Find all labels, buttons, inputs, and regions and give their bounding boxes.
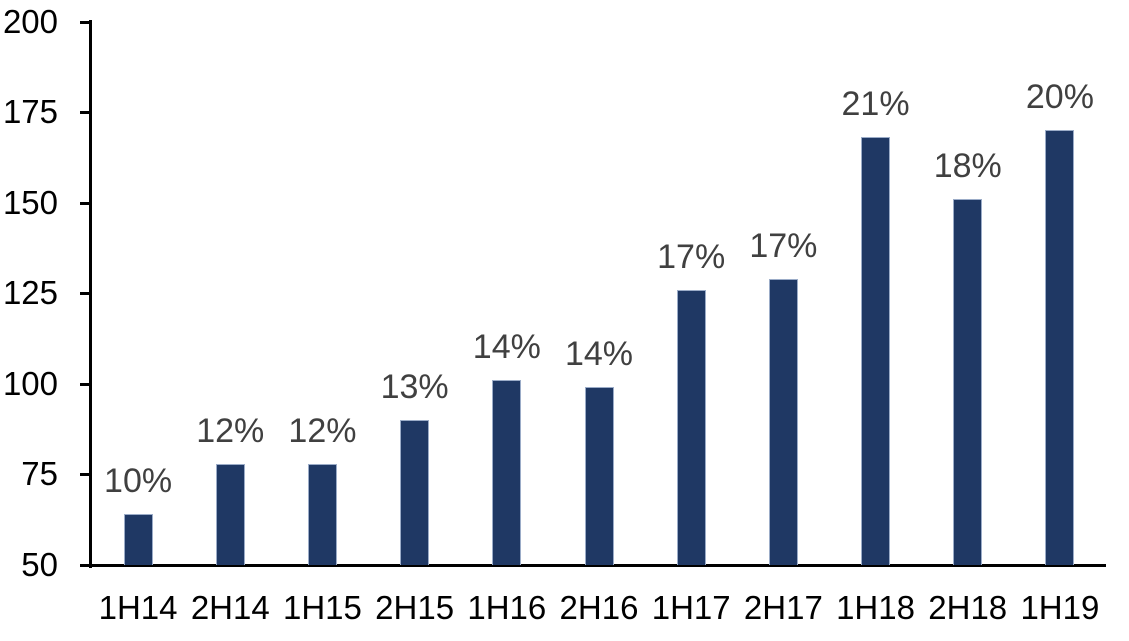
y-axis-tick-label: 125 <box>2 274 58 312</box>
bar <box>861 137 891 565</box>
y-axis-tick-label: 200 <box>2 2 58 40</box>
bar-data-label: 13% <box>380 368 449 407</box>
bar <box>584 387 614 565</box>
y-axis-tick <box>80 292 92 296</box>
bar-data-label: 20% <box>1025 78 1094 117</box>
y-axis-tick <box>80 473 92 477</box>
y-axis-tick-label: 175 <box>2 93 58 131</box>
bar <box>676 289 706 565</box>
bar-data-label: 17% <box>749 226 818 265</box>
bar <box>123 514 153 565</box>
y-axis-tick-label: 75 <box>21 455 58 493</box>
bar <box>492 380 522 565</box>
x-axis-category-label: 2H14 <box>190 589 270 626</box>
x-axis-category-label: 1H14 <box>98 589 178 626</box>
y-axis-tick-label: 100 <box>2 364 58 402</box>
x-axis-category-label: 1H19 <box>1020 589 1100 626</box>
y-axis-tick <box>80 564 92 567</box>
y-axis-tick-label: 150 <box>2 183 58 221</box>
x-axis-line <box>80 564 1106 567</box>
bar <box>1045 130 1075 565</box>
y-axis-tick-label: 50 <box>21 546 58 583</box>
y-axis-tick <box>80 201 92 205</box>
x-axis-category-label: 1H17 <box>651 589 731 626</box>
bar <box>768 278 798 565</box>
x-axis-category-label: 1H15 <box>283 589 362 626</box>
bar-data-label: 14% <box>564 335 634 374</box>
bar-data-label: 21% <box>841 85 910 124</box>
bar-data-label: 17% <box>657 237 726 276</box>
bar-data-label: 12% <box>288 411 357 450</box>
bar <box>953 199 983 565</box>
bar <box>307 463 337 565</box>
y-axis-tick <box>80 20 92 24</box>
x-axis-category-label: 2H17 <box>743 589 823 626</box>
x-axis-category-label: 2H16 <box>559 589 639 626</box>
y-axis-tick <box>80 382 92 386</box>
bar-data-label: 18% <box>933 147 1002 186</box>
bar-data-label: 14% <box>472 328 541 367</box>
bar <box>215 463 245 565</box>
bar-data-label: 12% <box>196 411 265 450</box>
x-axis-category-label: 2H15 <box>375 589 455 626</box>
x-axis-category-label: 1H18 <box>836 589 915 626</box>
x-axis-category-label: 1H16 <box>467 589 547 626</box>
y-axis-tick <box>80 111 92 115</box>
x-axis-category-label: 2H18 <box>928 589 1008 626</box>
bar <box>400 420 430 565</box>
bar-data-label: 10% <box>104 462 173 501</box>
